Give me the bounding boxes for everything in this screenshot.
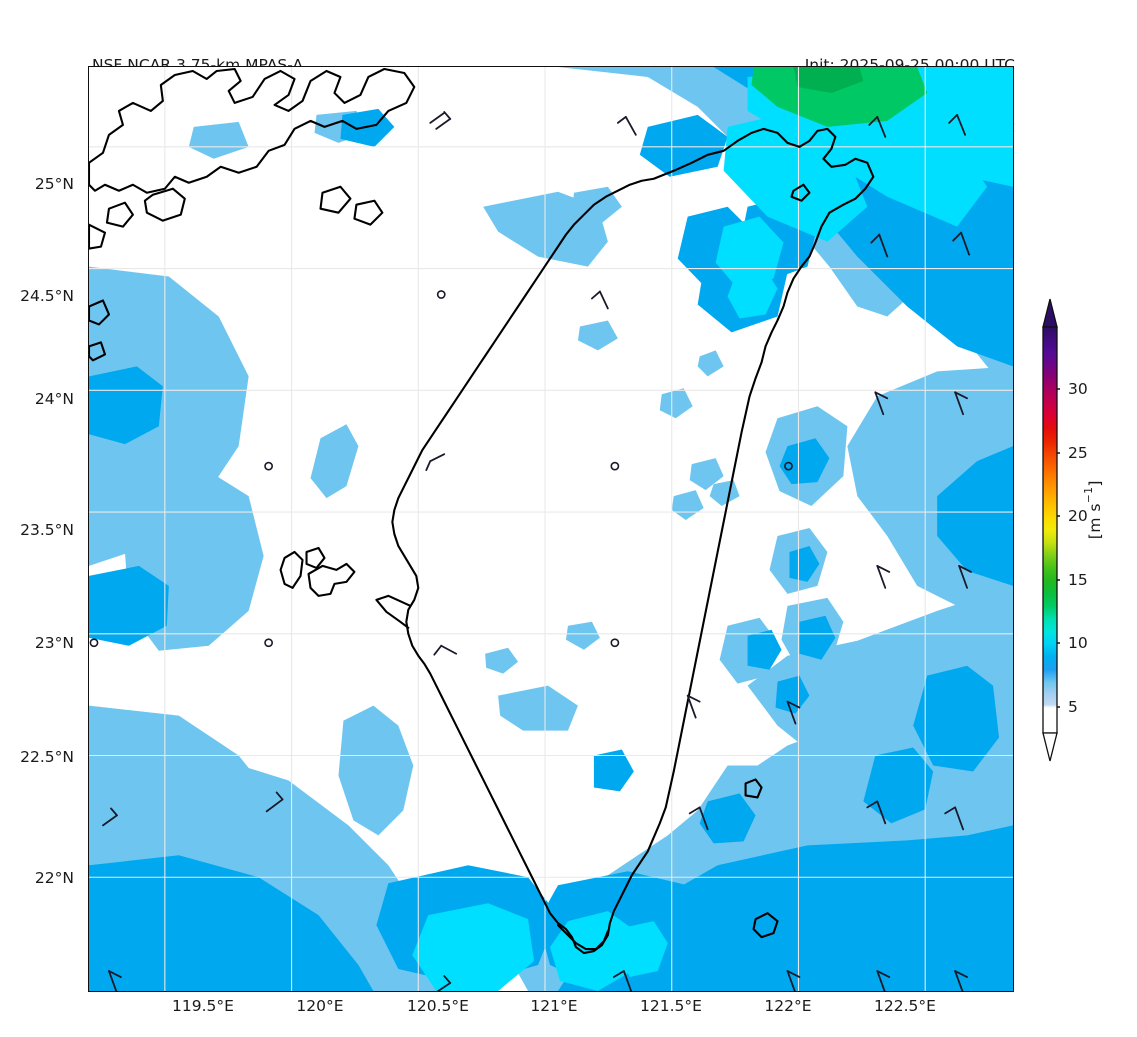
calm-wind-marker bbox=[610, 461, 620, 471]
coastline-taiwan-hengchun bbox=[556, 924, 609, 951]
colorbar-tick-label: 15 bbox=[1068, 571, 1088, 589]
coastline-penghu-a bbox=[279, 550, 304, 589]
colorbar-ticks bbox=[1057, 388, 1060, 708]
wind-barb bbox=[686, 694, 701, 719]
wind-barb bbox=[108, 970, 122, 991]
calm-wind-marker bbox=[436, 290, 446, 299]
wind-barb bbox=[616, 115, 637, 136]
colorbar-tick-label: 20 bbox=[1068, 507, 1088, 525]
colorbar-body bbox=[1042, 326, 1058, 734]
wind-barb bbox=[874, 391, 889, 416]
wind-barb bbox=[433, 644, 458, 656]
colorbar-tick-label: 10 bbox=[1068, 634, 1088, 652]
calm-wind-marker bbox=[264, 638, 274, 648]
colorbar-unit-exponent: −1 bbox=[1082, 486, 1095, 504]
coastline-green-island bbox=[744, 778, 763, 799]
coastline-china-island-b bbox=[105, 201, 134, 228]
wind-barb bbox=[612, 970, 633, 991]
colorbar-tick-label: 5 bbox=[1068, 698, 1078, 716]
x-tick-label: 121°E bbox=[530, 997, 578, 1015]
wind-barb bbox=[435, 111, 452, 130]
coastline-china-island-a bbox=[143, 187, 186, 222]
wind-barb bbox=[425, 453, 446, 472]
wind-barb bbox=[958, 565, 972, 589]
coastline-china-island-c bbox=[89, 223, 107, 250]
coastline-penghu-c bbox=[307, 562, 356, 597]
wind-barb bbox=[786, 700, 801, 725]
coastline-penghu-b bbox=[305, 546, 326, 569]
x-tick-label: 121.5°E bbox=[640, 997, 702, 1015]
coastline-china-island-g bbox=[89, 341, 107, 362]
colorbar-tick-label: 25 bbox=[1068, 444, 1088, 462]
wind-barb bbox=[870, 233, 889, 258]
wind-barb bbox=[952, 231, 970, 256]
wind-barb bbox=[786, 970, 801, 991]
wind-speed-map bbox=[89, 67, 1013, 991]
calm-wind-marker bbox=[784, 461, 793, 471]
x-tick-label: 120.5°E bbox=[407, 997, 469, 1015]
fill-band-green-dark bbox=[793, 67, 864, 93]
wind-barb bbox=[868, 115, 887, 138]
wind-barb bbox=[436, 975, 452, 991]
calm-wind-marker bbox=[264, 461, 274, 471]
coastline-china-island-e bbox=[353, 199, 384, 226]
coastline-taiwan-west-detail bbox=[375, 594, 412, 629]
map-plot-area bbox=[88, 66, 1014, 992]
wind-barb bbox=[954, 970, 968, 991]
wind-barb bbox=[688, 806, 709, 831]
colorbar-gradient bbox=[1042, 298, 1060, 762]
wind-barb bbox=[948, 113, 967, 136]
coastline-mainland-china bbox=[89, 67, 416, 194]
y-tick-label: 23°N bbox=[34, 634, 74, 652]
colorbar-unit-label: [m s−1] bbox=[1082, 480, 1104, 540]
y-tick-label: 25°N bbox=[34, 175, 74, 193]
x-tick-label: 119.5°E bbox=[172, 997, 234, 1015]
coastline-taiwan bbox=[391, 127, 875, 955]
wind-barb bbox=[944, 806, 965, 831]
colorbar-extend-min-arrow bbox=[1042, 732, 1058, 762]
coastline-islet-ne bbox=[790, 183, 811, 202]
colorbar-unit-close: ] bbox=[1086, 480, 1104, 487]
y-tick-label: 24°N bbox=[34, 390, 74, 408]
coastline-orchid-island bbox=[752, 912, 779, 939]
y-tick-label: 22.5°N bbox=[20, 748, 74, 766]
y-tick-label: 23.5°N bbox=[20, 521, 74, 539]
wind-barb bbox=[429, 112, 446, 124]
y-tick-label: 24.5°N bbox=[20, 287, 74, 305]
colorbar-tick-label: 30 bbox=[1068, 380, 1088, 398]
x-tick-label: 122°E bbox=[764, 997, 812, 1015]
y-tick-label: 22°N bbox=[34, 869, 74, 887]
graticule bbox=[89, 67, 1013, 991]
wind-barb bbox=[591, 290, 609, 310]
colorbar bbox=[1040, 297, 1060, 763]
wind-barb bbox=[265, 791, 284, 813]
calm-wind-marker bbox=[89, 638, 99, 648]
wind-barb bbox=[102, 807, 118, 827]
wind-barb bbox=[876, 565, 891, 589]
wind-barb bbox=[876, 970, 891, 991]
x-tick-label: 120°E bbox=[296, 997, 344, 1015]
x-tick-label: 122.5°E bbox=[874, 997, 936, 1015]
calm-wind-marker-layer bbox=[89, 290, 793, 648]
wind-barb bbox=[954, 391, 968, 416]
colorbar-unit-text: [m s bbox=[1086, 503, 1104, 540]
coastline-china-island-f bbox=[89, 299, 111, 326]
wind-barb bbox=[866, 800, 887, 825]
wind-barb-layer bbox=[102, 111, 972, 991]
coastline-layer bbox=[89, 67, 875, 955]
calm-wind-marker bbox=[610, 638, 620, 648]
coastline-china-island-d bbox=[319, 185, 352, 214]
colorbar-extend-max-arrow bbox=[1042, 298, 1058, 328]
